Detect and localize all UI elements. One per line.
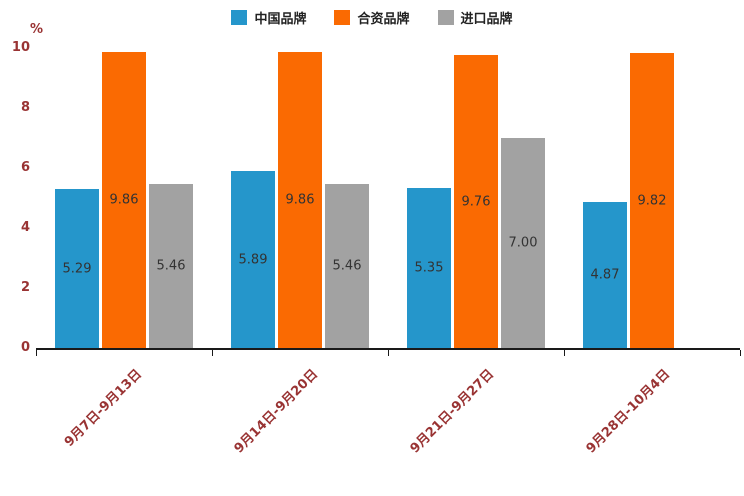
x-category-label: 9月7日-9月13日 xyxy=(62,366,146,451)
y-axis-unit-label: % xyxy=(30,22,44,37)
bar-value-label: 9.76 xyxy=(461,194,491,210)
bar-group-0: 5.29 9.86 5.46 xyxy=(36,48,212,348)
y-tick-label: 0 xyxy=(20,340,30,355)
bar-value-label: 9.86 xyxy=(109,192,139,208)
bar-group-2: 5.35 9.76 7.00 xyxy=(388,48,564,348)
x-axis-tick xyxy=(388,350,389,356)
legend-item-2[interactable]: 进口品牌 xyxy=(437,8,513,27)
y-tick-label: 8 xyxy=(20,100,30,115)
x-axis-ticks xyxy=(36,350,741,356)
chart-legend: 中国品牌 合资品牌 进口品牌 xyxy=(0,8,744,27)
bar-slot: 5.35 xyxy=(407,187,451,348)
bar-value-label: 5.46 xyxy=(332,258,362,274)
bar-series-2-cat-2: 7.00 xyxy=(501,138,545,348)
bar-slot: 9.82 xyxy=(630,53,674,348)
x-category-label: 9月14日-9月20日 xyxy=(231,366,322,457)
bar-value-label: 5.29 xyxy=(62,261,92,277)
y-tick-label: 2 xyxy=(20,280,30,295)
bar-slot: 9.86 xyxy=(102,52,146,348)
bar-value-label: 5.89 xyxy=(238,252,268,268)
plot-area: 5.29 9.86 5.46 5.89 9.86 5.46 5.35 9.76 7.00 4.87… xyxy=(36,48,740,350)
y-tick-label: 6 xyxy=(20,160,30,175)
bar-slot: 9.76 xyxy=(454,55,498,348)
bar-series-1-cat-2: 9.76 xyxy=(454,55,498,348)
bar-series-2-cat-0: 5.46 xyxy=(149,184,193,348)
y-tick-label: 10 xyxy=(11,40,30,55)
x-axis-tick xyxy=(564,350,565,356)
bar-series-0-cat-0: 5.29 xyxy=(55,189,99,348)
bar-series-1-cat-3: 9.82 xyxy=(630,53,674,348)
legend-label: 合资品牌 xyxy=(357,12,410,27)
bar-value-label: 5.46 xyxy=(156,258,186,274)
bar-slot: 5.46 xyxy=(325,184,369,348)
x-category-label: 9月28日-10月4日 xyxy=(583,366,674,457)
legend-swatch-icon xyxy=(334,10,351,25)
x-axis-tick xyxy=(36,350,37,356)
bar-series-1-cat-1: 9.86 xyxy=(278,52,322,348)
x-axis-tick xyxy=(212,350,213,356)
x-category-label: 9月21日-9月27日 xyxy=(407,366,498,457)
legend-label: 进口品牌 xyxy=(460,12,513,27)
bar-series-0-cat-2: 5.35 xyxy=(407,187,451,348)
bar-value-label: 5.35 xyxy=(414,260,444,276)
y-axis: 0 2 4 6 8 10 xyxy=(0,40,30,355)
y-tick-label: 4 xyxy=(20,220,30,235)
bar-slot: 5.29 xyxy=(55,189,99,348)
x-axis-labels: 9月7日-9月13日 9月14日-9月20日 9月21日-9月27日 9月28日-10… xyxy=(36,358,740,478)
bar-slot: 9.86 xyxy=(278,52,322,348)
bar-value-label: 9.82 xyxy=(637,193,667,209)
bar-slot: 7.00 xyxy=(501,138,545,348)
bar-series-2-cat-1: 5.46 xyxy=(325,184,369,348)
bar-value-label: 7.00 xyxy=(508,235,538,251)
bar-value-label: 9.86 xyxy=(285,192,315,208)
x-axis-tick xyxy=(740,350,741,356)
legend-item-0[interactable]: 中国品牌 xyxy=(231,8,306,27)
bar-series-1-cat-0: 9.86 xyxy=(102,52,146,348)
legend-item-1[interactable]: 合资品牌 xyxy=(334,8,410,27)
bar-slot: 5.89 xyxy=(231,171,275,348)
legend-label: 中国品牌 xyxy=(254,12,307,27)
bar-series-0-cat-3: 4.87 xyxy=(583,201,627,348)
bar-group-3: 4.87 9.82 xyxy=(564,48,740,348)
bar-slot: 5.46 xyxy=(149,184,193,348)
bar-series-0-cat-1: 5.89 xyxy=(231,171,275,348)
bar-slot: 4.87 xyxy=(583,201,627,348)
bar-group-1: 5.89 9.86 5.46 xyxy=(212,48,388,348)
legend-swatch-icon xyxy=(231,10,248,25)
legend-swatch-icon xyxy=(437,10,454,25)
bar-value-label: 4.87 xyxy=(590,267,620,283)
